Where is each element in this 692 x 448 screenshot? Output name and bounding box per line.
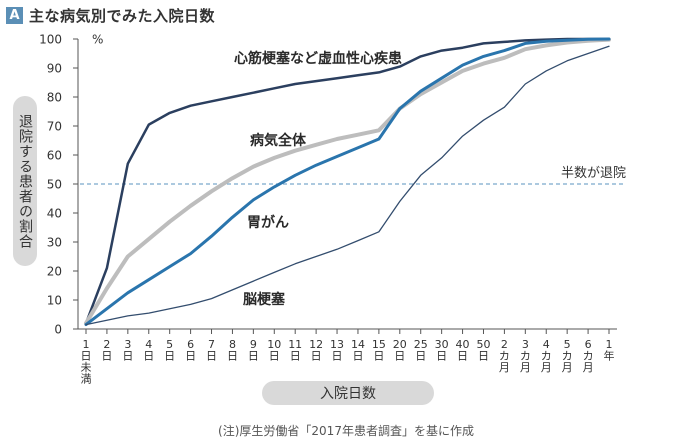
source-note: (注)厚生労働省「2017年患者調査」を基に作成 bbox=[218, 424, 474, 438]
x-tick-label: 10 bbox=[267, 338, 281, 351]
x-tick-label: 6 bbox=[187, 338, 194, 351]
all-diseases-line bbox=[84, 37, 611, 326]
x-tick-label: 9 bbox=[250, 338, 257, 351]
x-tick-label: 日 bbox=[394, 350, 405, 363]
x-tick-label: 日 bbox=[457, 350, 468, 363]
y-tick-label: 40 bbox=[47, 207, 62, 221]
ischemic-heart-disease-label: 心筋梗塞など虚血性心疾患 bbox=[234, 50, 402, 67]
x-tick-label: 月 bbox=[583, 361, 594, 374]
x-tick-label: 1 bbox=[606, 338, 613, 351]
x-tick-label: 日 bbox=[436, 350, 447, 363]
x-tick-label: 日 bbox=[101, 350, 112, 363]
x-tick-label: 日 bbox=[185, 350, 196, 363]
y-tick-label: 70 bbox=[47, 120, 62, 134]
x-tick-label: 5 bbox=[166, 338, 173, 351]
y-tick-label: 50 bbox=[47, 178, 62, 192]
x-tick-label: 50 bbox=[476, 338, 490, 351]
x-tick-label: 年 bbox=[604, 349, 615, 363]
y-axis-label-text: 退院する患者の割合 bbox=[17, 113, 33, 249]
x-tick-label: 日 bbox=[164, 350, 175, 363]
x-tick-label: 日 bbox=[352, 350, 363, 363]
x-tick-label: 3 bbox=[522, 338, 529, 351]
y-tick-label: 100 bbox=[39, 33, 62, 47]
x-tick-label: 日 bbox=[81, 350, 92, 363]
x-tick-label: 1 bbox=[83, 338, 90, 351]
y-tick-label: 80 bbox=[47, 91, 62, 105]
x-tick-label: 5 bbox=[564, 338, 571, 351]
x-tick-label: 日 bbox=[478, 350, 489, 363]
panel-badge: A bbox=[6, 6, 23, 24]
x-tick-label: 2 bbox=[501, 338, 508, 351]
stomach-cancer-line bbox=[84, 37, 611, 327]
x-axis-label: 入院日数 bbox=[262, 381, 434, 405]
x-tick-label: カ bbox=[541, 350, 552, 363]
x-tick-label: 日 bbox=[206, 350, 217, 363]
x-tick-label: 7 bbox=[208, 338, 215, 351]
x-tick-label: 日 bbox=[248, 350, 259, 363]
x-tick-label: 40 bbox=[456, 338, 470, 351]
x-tick-label: 14 bbox=[351, 338, 365, 351]
x-tick-label: 25 bbox=[414, 338, 428, 351]
x-tick-label: 月 bbox=[499, 361, 510, 374]
x-tick-label: 12 bbox=[309, 338, 323, 351]
all-diseases-label: 病気全体 bbox=[250, 132, 307, 149]
cerebral-infarction-line bbox=[85, 45, 610, 326]
x-tick-label: 日 bbox=[143, 350, 154, 363]
x-tick-label: 日 bbox=[227, 350, 238, 363]
reference-line-label: 半数が退院 bbox=[561, 166, 626, 181]
x-tick-label: 20 bbox=[393, 338, 407, 351]
x-tick-label: 15 bbox=[372, 338, 386, 351]
x-tick-label: 日 bbox=[332, 350, 343, 363]
x-tick-label: カ bbox=[583, 350, 594, 363]
x-tick-label: 3 bbox=[124, 338, 131, 351]
stomach-cancer-label: 胃がん bbox=[247, 214, 289, 231]
x-tick-label: 日 bbox=[290, 350, 301, 363]
x-tick-label: 2 bbox=[103, 338, 110, 351]
x-tick-label: カ bbox=[520, 350, 531, 363]
y-tick-label: 60 bbox=[47, 149, 62, 163]
y-tick-label: 0 bbox=[54, 323, 62, 337]
x-tick-label: 日 bbox=[373, 350, 384, 363]
x-tick-label: 6 bbox=[585, 338, 592, 351]
x-tick-label: 30 bbox=[435, 338, 449, 351]
x-tick-label: 日 bbox=[269, 350, 280, 363]
x-tick-label: 未 bbox=[81, 361, 92, 374]
ischemic-heart-disease-line bbox=[84, 37, 611, 325]
y-axis-label: 退院する患者の割合 bbox=[13, 96, 37, 266]
x-tick-label: 4 bbox=[543, 338, 550, 351]
y-tick-label: 10 bbox=[47, 294, 62, 308]
x-tick-label: 日 bbox=[415, 350, 426, 363]
x-tick-label: カ bbox=[499, 350, 510, 363]
x-tick-label: 11 bbox=[288, 338, 302, 351]
x-tick-label: 満 bbox=[81, 373, 92, 386]
x-axis-label-text: 入院日数 bbox=[320, 386, 376, 402]
y-tick-label: 90 bbox=[47, 62, 62, 76]
cerebral-infarction-label: 脳梗塞 bbox=[243, 291, 286, 308]
x-tick-label: 月 bbox=[562, 361, 573, 374]
x-tick-label: 4 bbox=[145, 338, 152, 351]
y-tick-label: 30 bbox=[47, 236, 62, 250]
x-tick-label: 13 bbox=[330, 338, 344, 351]
chart-title: A 主な病気別でみた入院日数 bbox=[6, 4, 215, 26]
chart-title-text: 主な病気別でみた入院日数 bbox=[29, 6, 216, 25]
x-tick-label: 月 bbox=[520, 361, 531, 374]
x-tick-label: 日 bbox=[311, 350, 322, 363]
y-unit-label: % bbox=[92, 33, 103, 47]
x-tick-label: カ bbox=[562, 350, 573, 363]
x-tick-label: 8 bbox=[229, 338, 236, 351]
x-tick-label: 月 bbox=[541, 361, 552, 374]
y-tick-label: 20 bbox=[47, 265, 62, 279]
x-tick-label: 日 bbox=[122, 350, 133, 363]
